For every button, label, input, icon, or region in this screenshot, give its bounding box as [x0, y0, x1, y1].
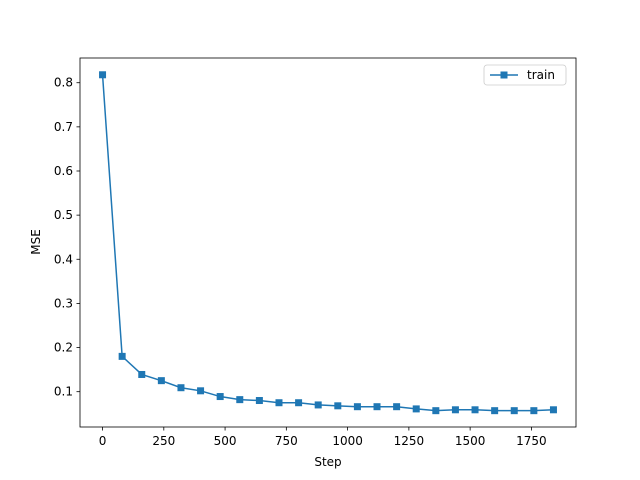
- marker: [314, 401, 322, 409]
- marker: [334, 402, 342, 410]
- marker: [138, 370, 146, 378]
- x-axis-label: Step: [314, 455, 341, 469]
- marker: [177, 384, 185, 392]
- plot-frame: [79, 57, 577, 428]
- marker: [412, 405, 420, 413]
- x-tick-label: 1750: [516, 434, 547, 448]
- x-tick-label: 750: [275, 434, 298, 448]
- marker: [157, 377, 165, 385]
- marker: [393, 403, 401, 411]
- marker: [216, 393, 224, 401]
- marker: [491, 407, 499, 415]
- marker: [530, 407, 538, 415]
- x-tick-label: 1500: [455, 434, 486, 448]
- marker: [432, 407, 440, 415]
- y-tick-label: 0.3: [54, 296, 73, 310]
- marker: [549, 406, 557, 414]
- x-tick-label: 250: [152, 434, 175, 448]
- x-tick-label: 0: [99, 434, 107, 448]
- marker: [99, 71, 107, 79]
- marker: [451, 406, 459, 414]
- y-tick-label: 0.2: [54, 341, 73, 355]
- legend-marker: [500, 71, 508, 79]
- marker: [255, 397, 263, 405]
- marker: [197, 387, 205, 395]
- legend-box: [483, 64, 567, 86]
- y-tick-label: 0.1: [54, 385, 73, 399]
- marker: [373, 403, 381, 411]
- marker: [471, 406, 479, 414]
- marker: [118, 352, 126, 360]
- y-tick-label: 0.7: [54, 120, 73, 134]
- marker: [510, 407, 518, 415]
- marker: [295, 399, 303, 407]
- y-tick-label: 0.5: [54, 208, 73, 222]
- x-tick-label: 1250: [394, 434, 425, 448]
- y-tick-label: 0.6: [54, 164, 73, 178]
- legend-label: train: [527, 68, 555, 82]
- y-tick-label: 0.8: [54, 76, 73, 90]
- x-tick-label: 500: [214, 434, 237, 448]
- y-axis-label: MSE: [29, 229, 43, 255]
- y-tick-label: 0.4: [54, 252, 73, 266]
- x-tick-label: 1000: [332, 434, 363, 448]
- marker: [353, 403, 361, 411]
- marker: [236, 396, 244, 404]
- marker: [275, 399, 283, 407]
